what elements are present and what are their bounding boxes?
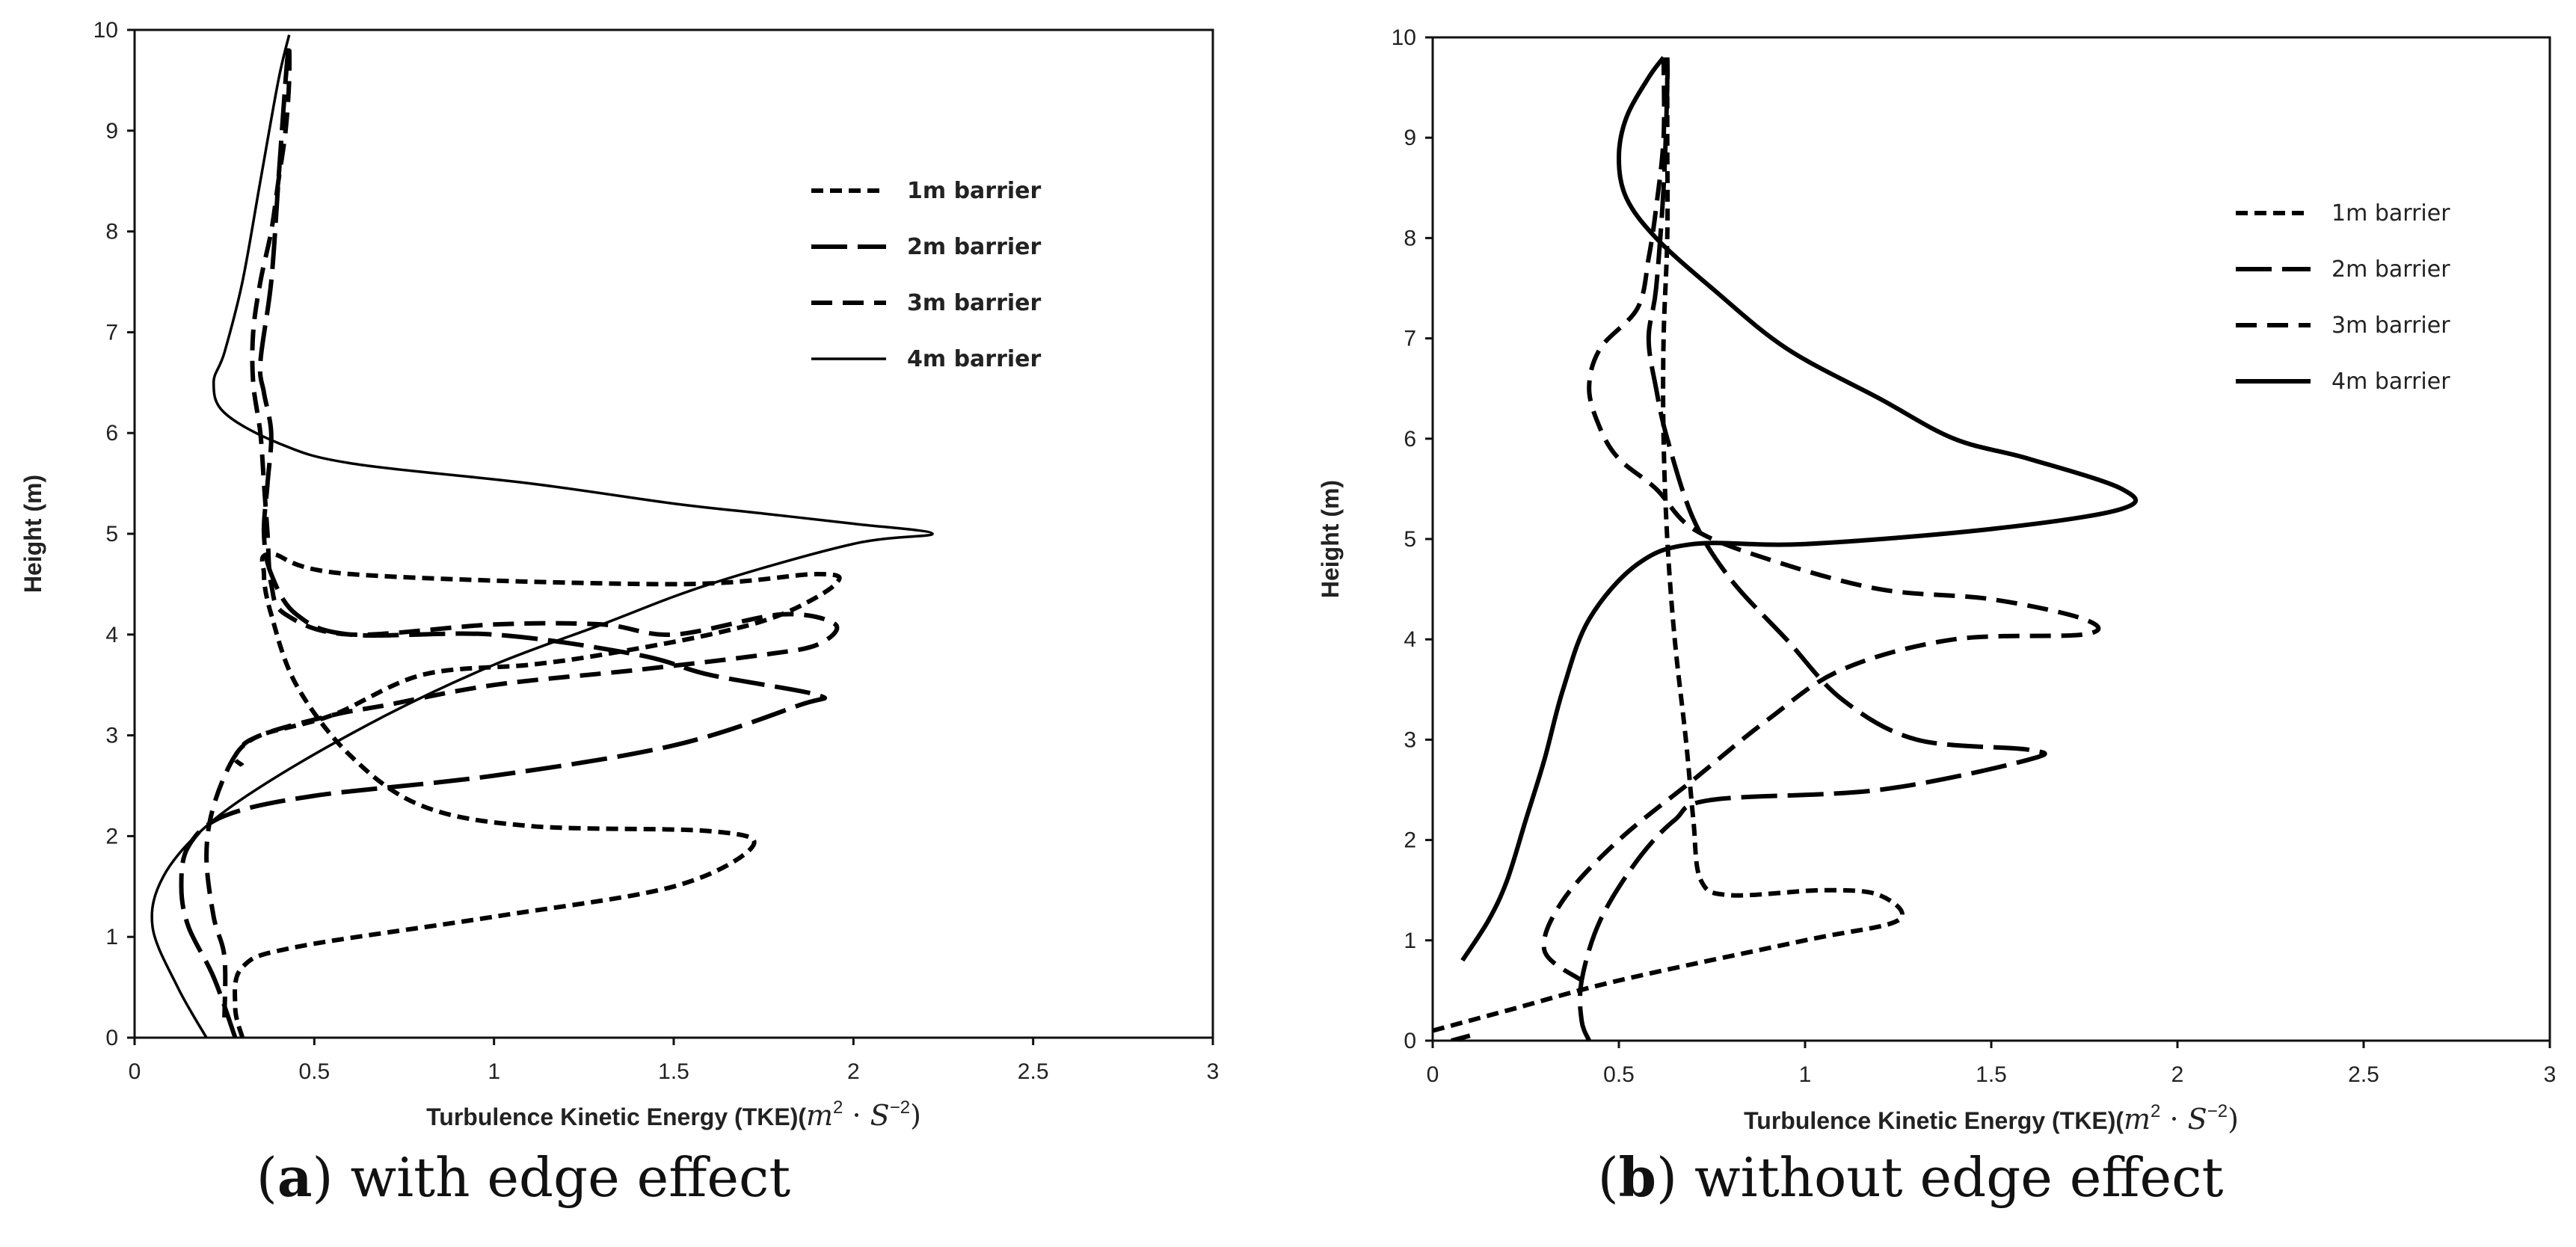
panel-b-y-tick-label: 6 [1404, 427, 1416, 452]
panel-b-x-tick-label: 2 [2171, 1062, 2184, 1087]
panel-b-series-2m-barrier [1577, 57, 2047, 1041]
panel-b-y-tick-label: 2 [1404, 828, 1416, 853]
panel-b-series-1m-barrier [1433, 57, 1905, 1033]
panel-b-x-tick-label: 0.5 [1603, 1062, 1635, 1087]
panel-b-x-tick-label: 1.5 [1976, 1062, 2007, 1087]
panel-b-y-tick-label: 5 [1404, 527, 1416, 552]
panel-b-x-tick-label: 3 [2544, 1062, 2557, 1087]
panel-a-legend-label: 2m barrier [907, 234, 1042, 260]
panel-b-y-tick-label: 3 [1404, 727, 1416, 752]
panel-a-caption: (a) with edge effect [256, 1145, 791, 1209]
panel-b-y-tick-label: 0 [1404, 1029, 1416, 1053]
panel-b-x-tick-label: 0 [1427, 1062, 1439, 1087]
panel-a-y-tick-label: 5 [105, 522, 118, 546]
panel-a-series-4m-barrier [150, 34, 934, 1038]
panel-b-series-3m-barrier-b [1541, 57, 2101, 982]
panel-a-legend-label: 1m barrier [907, 178, 1042, 204]
panel-b-plot-frame [1431, 36, 2551, 1042]
panel-b-legend-label: 2m barrier [2331, 256, 2450, 283]
panel-a-y-tick-label: 10 [93, 18, 118, 43]
panel-b-legend-label: 3m barrier [2331, 312, 2450, 339]
panel-a-y-tick-label: 2 [105, 824, 118, 849]
panel-a-series-2m-barrier [179, 40, 828, 1038]
panel-b-series-3m-barrier [1451, 1033, 1471, 1041]
panel-b-y-tick-label: 7 [1404, 327, 1416, 351]
panel-a-x-tick-label: 1 [488, 1059, 500, 1084]
panel-b-x-axis-label: Turbulence Kinetic Energy (TKE)(m2 · S−2… [1744, 1101, 2239, 1136]
panel-a-y-tick-label: 8 [105, 220, 118, 244]
panel-b-legend-label: 1m barrier [2331, 200, 2450, 227]
panel-a-x-tick-label: 2.5 [1018, 1059, 1049, 1084]
panel-a-y-tick-label: 4 [105, 623, 118, 647]
panel-b-caption: (b) without edge effect [1598, 1145, 2224, 1209]
panel-a-x-tick-label: 0 [129, 1059, 141, 1084]
panel-b-legend-label: 4m barrier [2331, 369, 2450, 395]
panel-b-x-tick-label: 1 [1799, 1062, 1812, 1087]
panel-a-x-tick-label: 0.5 [298, 1059, 330, 1084]
panel-a-x-tick-label: 2 [847, 1059, 860, 1084]
panel-a-y-tick-label: 9 [105, 119, 118, 144]
panel-a-legend-label: 4m barrier [907, 346, 1042, 372]
panel-a-y-tick-label: 3 [105, 724, 118, 748]
panel-b-y-tick-label: 9 [1404, 126, 1416, 150]
panel-a: 0 1 2 3 4 5 6 7 8 9 10 0 0.5 1 1.5 2 2.5 3 Height (m) Turbu… [19, 18, 1219, 1209]
panel-a-y-tick-label: 6 [105, 421, 118, 446]
panel-a-x-tick-label: 1.5 [658, 1059, 689, 1084]
panel-a-x-tick-label: 3 [1207, 1059, 1220, 1084]
panel-a-series-1m-barrier [232, 552, 842, 1038]
panel-a-y-tick-label: 7 [105, 320, 118, 345]
panel-a-y-tick-label: 0 [105, 1026, 118, 1050]
panel-b-x-tick-label: 2.5 [2348, 1062, 2379, 1087]
panel-b-y-tick-label: 1 [1404, 929, 1416, 953]
panel-b-y-tick-label: 10 [1392, 25, 1416, 50]
panel-a-legend-label: 3m barrier [907, 290, 1042, 316]
panel-b: 0 1 2 3 4 5 6 7 8 9 10 0 0.5 1 1.5 2 2.5 3 Height (m) Turbu… [1317, 25, 2556, 1209]
panel-b-y-axis-label: Height (m) [1317, 480, 1344, 598]
panel-b-y-tick-label: 4 [1404, 627, 1416, 652]
panel-b-y-tick-label: 8 [1404, 226, 1416, 250]
panel-a-series-3m-barrier [204, 40, 840, 1018]
panel-a-y-tick-label: 1 [105, 925, 118, 949]
panel-a-x-axis-label: Turbulence Kinetic Energy (TKE)(m2 · S−2… [426, 1097, 921, 1132]
panel-a-y-axis-label: Height (m) [19, 475, 46, 593]
panel-b-series-4m-barrier [1460, 55, 2139, 962]
